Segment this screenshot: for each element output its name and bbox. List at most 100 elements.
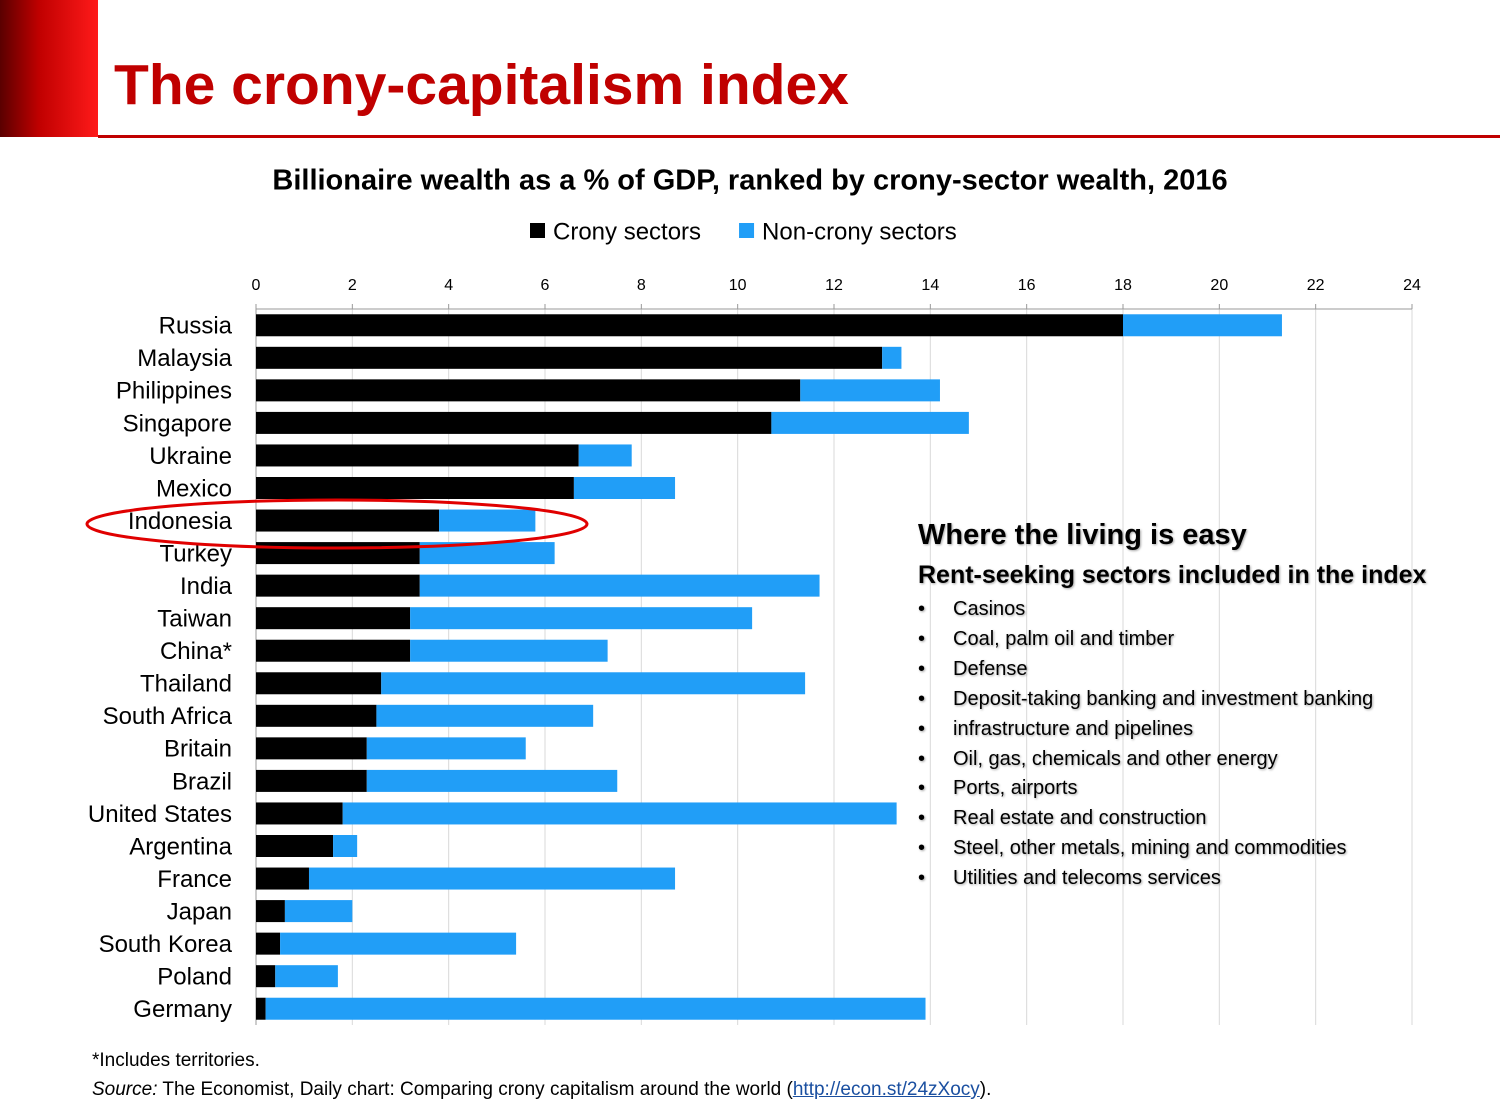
x-tick-label: 6 xyxy=(541,277,550,294)
source-link[interactable]: http://econ.st/24zXocy xyxy=(792,1079,980,1100)
annotation-item: Coal, palm oil and timber xyxy=(918,625,1478,655)
bar-segment xyxy=(256,704,377,727)
x-tick-label: 4 xyxy=(444,277,453,294)
bar-segment xyxy=(256,932,281,955)
highlight-ellipse xyxy=(85,498,589,550)
y-tick-label: South Africa xyxy=(103,703,233,730)
bar-segment xyxy=(280,932,517,955)
annotation-subtitle: Rent-seeking sectors included in the ind… xyxy=(918,561,1427,589)
y-tick-label: Singapore xyxy=(123,410,232,437)
y-tick-label: Taiwan xyxy=(157,606,232,633)
x-tick-label: 10 xyxy=(729,277,747,294)
y-tick-label: Ukraine xyxy=(149,443,232,470)
annotation-item: Casinos xyxy=(918,595,1478,625)
bar-segment xyxy=(265,997,926,1020)
chart-title: Billionaire wealth as a % of GDP, ranked… xyxy=(272,165,1227,197)
y-tick-label: Brazil xyxy=(172,768,232,795)
x-tick-label: 20 xyxy=(1210,277,1228,294)
bar-segment xyxy=(366,737,526,760)
bar-segment xyxy=(284,900,353,923)
annotation-item: infrastructure and pipelines xyxy=(918,715,1478,745)
bar-segment xyxy=(256,737,367,760)
y-tick-label: Germany xyxy=(133,996,232,1023)
y-tick-label: China* xyxy=(160,638,232,665)
annotation-item: Steel, other metals, mining and commodit… xyxy=(918,834,1478,864)
annotation-item: Oil, gas, chemicals and other energy xyxy=(918,745,1478,775)
annotation-item: Deposit-taking banking and investment ba… xyxy=(918,685,1478,715)
x-tick-label: 22 xyxy=(1307,277,1325,294)
annotation-item: Ports, airports xyxy=(918,774,1478,804)
x-tick-label: 24 xyxy=(1403,277,1421,294)
annotation-item: Utilities and telecoms services xyxy=(918,864,1478,894)
x-tick-label: 2 xyxy=(348,277,357,294)
source: Source: The Economist, Daily chart: Comp… xyxy=(92,1075,991,1104)
y-tick-label: Indonesia xyxy=(128,508,233,535)
bar-segment xyxy=(256,672,382,695)
x-tick-label: 0 xyxy=(252,277,261,294)
bar-segment xyxy=(439,509,536,532)
annotation: Where the living is easy Rent-seeking se… xyxy=(918,515,1478,894)
bar-segment xyxy=(1123,314,1282,337)
legend-swatch xyxy=(739,223,755,238)
x-tick-label: 18 xyxy=(1114,277,1132,294)
bar-segment xyxy=(256,509,440,532)
y-tick-label: India xyxy=(180,573,233,600)
bar-segment xyxy=(308,867,676,890)
bar-segment xyxy=(256,965,276,988)
bar-segment xyxy=(256,900,285,923)
bar-segment xyxy=(419,542,555,565)
y-tick-label: Mexico xyxy=(156,475,232,502)
annotation-item: Defense xyxy=(918,655,1478,685)
bar-segment xyxy=(578,444,632,467)
chart: Billionaire wealth as a % of GDP, ranked… xyxy=(85,165,1421,1025)
x-tick-label: 12 xyxy=(825,277,843,294)
y-tick-label: Japan xyxy=(167,898,232,925)
bar-segment xyxy=(419,574,820,597)
x-tick-label: 8 xyxy=(637,277,646,294)
x-tick-label: 14 xyxy=(921,277,939,294)
bar-segment xyxy=(256,607,411,630)
bar-segment xyxy=(573,477,676,499)
bars: Russia Malaysia Philippines Singapore Ukrain… xyxy=(88,313,1282,1023)
footnote: *Includes territories. xyxy=(92,1050,260,1071)
title-rule xyxy=(98,135,1500,138)
title-accent xyxy=(0,0,98,137)
y-tick-label: South Korea xyxy=(99,931,233,958)
y-tick-label: Britain xyxy=(164,736,232,763)
bar-segment xyxy=(256,411,772,434)
bar-segment xyxy=(342,802,897,825)
y-tick-label: Poland xyxy=(157,964,232,991)
y-tick-label: Thailand xyxy=(140,671,232,698)
annotation-list: CasinosCoal, palm oil and timberDefenseD… xyxy=(918,595,1478,894)
bar-segment xyxy=(256,379,801,402)
legend-label: Crony sectors xyxy=(553,218,701,245)
bar-segment xyxy=(256,835,334,857)
y-tick-label: Philippines xyxy=(116,378,232,405)
bar-segment xyxy=(256,346,883,369)
x-tick-label: 16 xyxy=(1018,277,1036,294)
bar-segment xyxy=(256,802,343,825)
bar-segment xyxy=(256,639,411,662)
bar-segment xyxy=(410,607,753,630)
slide-title: The crony-capitalism index xyxy=(114,53,849,117)
y-tick-label: Malaysia xyxy=(137,345,232,372)
y-tick-label: United States xyxy=(88,801,232,828)
bar-segment xyxy=(882,346,902,369)
legend-label: Non-crony sectors xyxy=(762,218,957,245)
bar-segment xyxy=(256,867,309,890)
bar-segment xyxy=(275,965,338,988)
bar-segment xyxy=(256,444,579,467)
bar-segment xyxy=(333,835,358,857)
legend: Crony sectors Non-crony sectors xyxy=(530,218,957,245)
bar-segment xyxy=(256,314,1123,337)
source-end: ). xyxy=(979,1079,992,1100)
bar-segment xyxy=(366,769,618,792)
bar-segment xyxy=(381,672,806,695)
bar-segment xyxy=(376,704,594,727)
bar-segment xyxy=(256,769,367,792)
bar-segment xyxy=(771,411,969,434)
bar-segment xyxy=(256,477,574,499)
source-label: Source: xyxy=(92,1079,158,1100)
y-tick-label: France xyxy=(157,866,232,893)
